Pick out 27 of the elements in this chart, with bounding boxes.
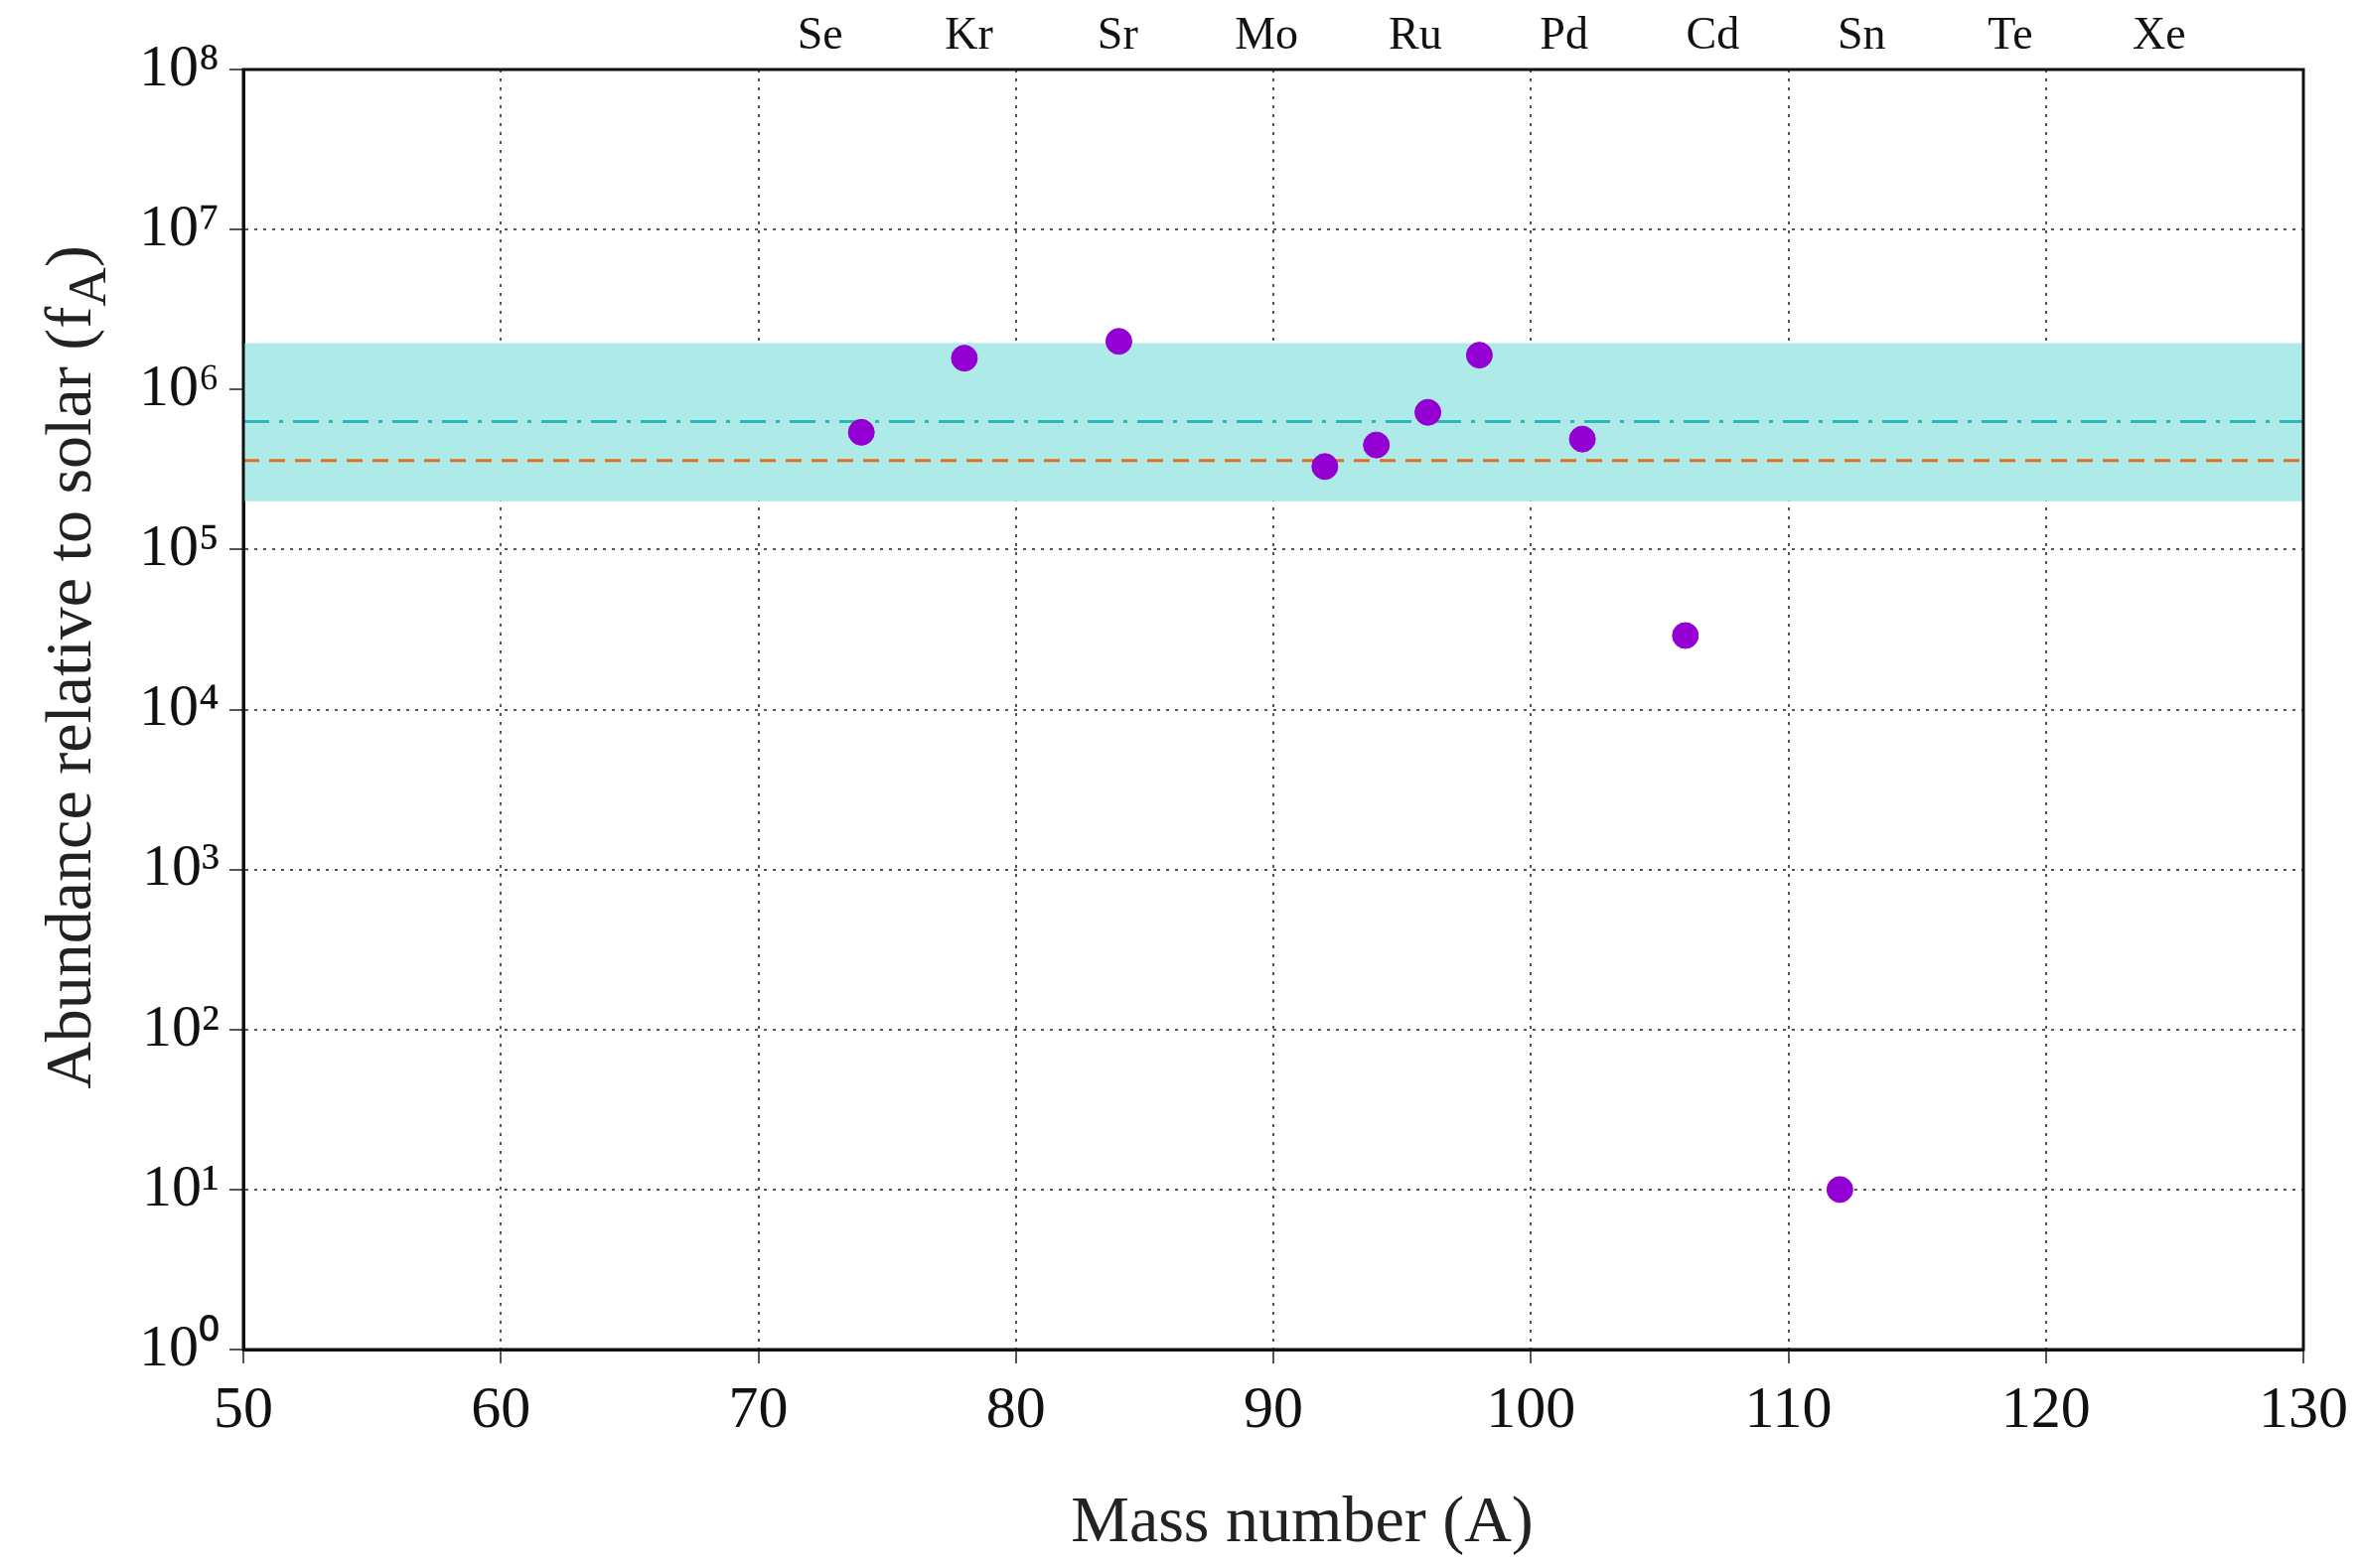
text: Pd: [1540, 8, 1588, 60]
x-tick-label: 80: [985, 1373, 1046, 1440]
text: Sr: [1097, 8, 1138, 60]
text: Sn: [1837, 8, 1886, 60]
text: Ru: [1389, 8, 1442, 60]
text: Kr: [945, 8, 993, 60]
y-tick-label: 10³: [142, 832, 220, 899]
text: Se: [797, 8, 843, 60]
x-tick-label: 130: [2259, 1373, 2348, 1440]
x-tick-label: 110: [1744, 1373, 1833, 1440]
x-tick-label: 70: [728, 1373, 789, 1440]
x-tick-label: 100: [1486, 1373, 1576, 1440]
y-tick-label: 10⁴: [139, 672, 220, 739]
x-axis-title: Mass number (A): [1071, 1482, 1534, 1557]
x-tick-label: 90: [1244, 1373, 1303, 1440]
y-tick-label: 10⁶: [139, 353, 220, 418]
x-tick-label: 120: [2000, 1373, 2091, 1440]
y-tick-label: 10²: [142, 992, 220, 1059]
y-tick-label: 10⁷: [139, 192, 220, 258]
x-tick-label: 60: [471, 1373, 531, 1440]
y-tick-label: 10⁵: [139, 512, 220, 579]
y-tick-label: 10⁸: [139, 32, 220, 98]
text: Mo: [1235, 8, 1299, 60]
text: Xe: [2133, 8, 2186, 60]
text: Te: [1988, 8, 2033, 60]
text: Cd: [1686, 8, 1740, 60]
y-tick-label: 10¹: [142, 1152, 220, 1218]
